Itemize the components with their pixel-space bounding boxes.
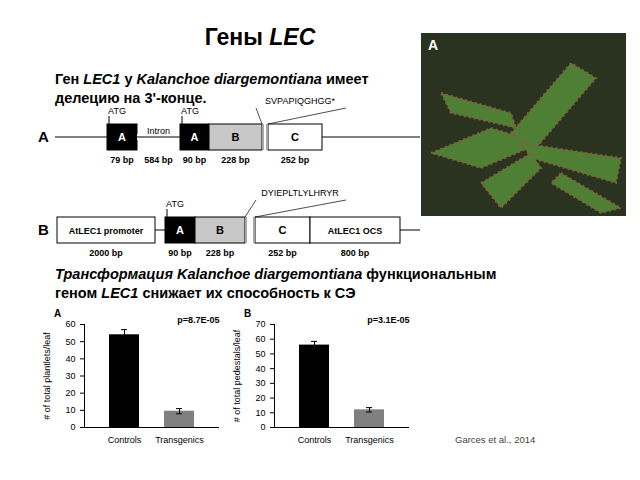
- html-text:делецию на 3'-конце.: делецию на 3'-конце.: [55, 90, 207, 106]
- svg-text:50: 50: [65, 337, 75, 347]
- svg-text:ATG: ATG: [166, 199, 184, 209]
- svg-text:60: 60: [255, 334, 265, 344]
- html-text:Гены LEC: Гены LEC: [204, 24, 316, 50]
- svg-text:10: 10: [255, 408, 265, 418]
- svg-text:Intron: Intron: [147, 126, 170, 136]
- svg-text:70: 70: [255, 319, 265, 329]
- svg-text:Controls: Controls: [298, 435, 332, 445]
- html-text:A: A: [54, 308, 62, 319]
- svg-text:p=8.7E-05: p=8.7E-05: [177, 315, 219, 325]
- svg-text:A: A: [38, 128, 49, 145]
- svg-text:10: 10: [65, 405, 75, 415]
- svg-text:800 bp: 800 bp: [341, 248, 370, 258]
- svg-text:2000 bp: 2000 bp: [89, 248, 123, 258]
- svg-text:Transgenics: Transgenics: [155, 435, 204, 445]
- svg-text:A: A: [176, 224, 184, 236]
- svg-text:B: B: [216, 224, 224, 236]
- svg-text:A: A: [428, 37, 438, 53]
- svg-text:228 bp: 228 bp: [221, 155, 250, 165]
- html-text:Трансформация Kalanchoe diarge: Трансформация Kalanchoe diargemontiana ф…: [55, 266, 497, 282]
- svg-text:ATG: ATG: [108, 106, 126, 116]
- svg-text:AtLEC1 promoter: AtLEC1 promoter: [69, 226, 144, 236]
- html-text:Garces et al., 2014: Garces et al., 2014: [455, 434, 536, 445]
- svg-text:90 bp: 90 bp: [168, 248, 192, 258]
- svg-text:ATG: ATG: [181, 106, 199, 116]
- svg-text:SVPAPIQGHGG*: SVPAPIQGHGG*: [265, 96, 335, 106]
- svg-text:Controls: Controls: [108, 435, 142, 445]
- html-text:геном LEC1 снижает их способно: геном LEC1 снижает их способность к СЭ: [55, 285, 356, 301]
- svg-text:40: 40: [65, 354, 75, 364]
- svg-text:B: B: [38, 221, 49, 238]
- svg-text:B: B: [232, 131, 240, 143]
- svg-text:C: C: [291, 131, 299, 143]
- svg-text:A: A: [191, 131, 199, 143]
- svg-text:30: 30: [65, 371, 75, 381]
- svg-text:20: 20: [65, 388, 75, 398]
- svg-text:20: 20: [255, 393, 265, 403]
- svg-text:252 bp: 252 bp: [268, 248, 297, 258]
- svg-text:DYIEPLTLYLHRYR: DYIEPLTLYLHRYR: [261, 188, 339, 198]
- svg-text:90 bp: 90 bp: [183, 155, 207, 165]
- svg-text:79 bp: 79 bp: [110, 155, 134, 165]
- html-text:Ген LEC1 у Kalanchoe diargemon: Ген LEC1 у Kalanchoe diargemontiana имее…: [55, 71, 369, 87]
- svg-text:584 bp: 584 bp: [144, 155, 173, 165]
- svg-text:60: 60: [65, 319, 75, 329]
- svg-text:AtLEC1 OCS: AtLEC1 OCS: [328, 226, 383, 236]
- svg-text:40: 40: [255, 364, 265, 374]
- svg-text:p=3.1E-05: p=3.1E-05: [367, 315, 409, 325]
- svg-text:C: C: [279, 224, 287, 236]
- svg-text:# of total plantlets/leaf: # of total plantlets/leaf: [42, 332, 52, 420]
- svg-text:228 bp: 228 bp: [206, 248, 235, 258]
- svg-text:30: 30: [255, 378, 265, 388]
- svg-text:Transgenics: Transgenics: [345, 435, 394, 445]
- svg-text:0: 0: [260, 422, 265, 432]
- svg-text:0: 0: [70, 422, 75, 432]
- html-text:B: B: [244, 308, 252, 319]
- svg-text:# of total pedestals/leaf: # of total pedestals/leaf: [232, 329, 242, 422]
- svg-text:A: A: [118, 131, 126, 143]
- svg-text:50: 50: [255, 349, 265, 359]
- svg-text:252 bp: 252 bp: [281, 155, 310, 165]
